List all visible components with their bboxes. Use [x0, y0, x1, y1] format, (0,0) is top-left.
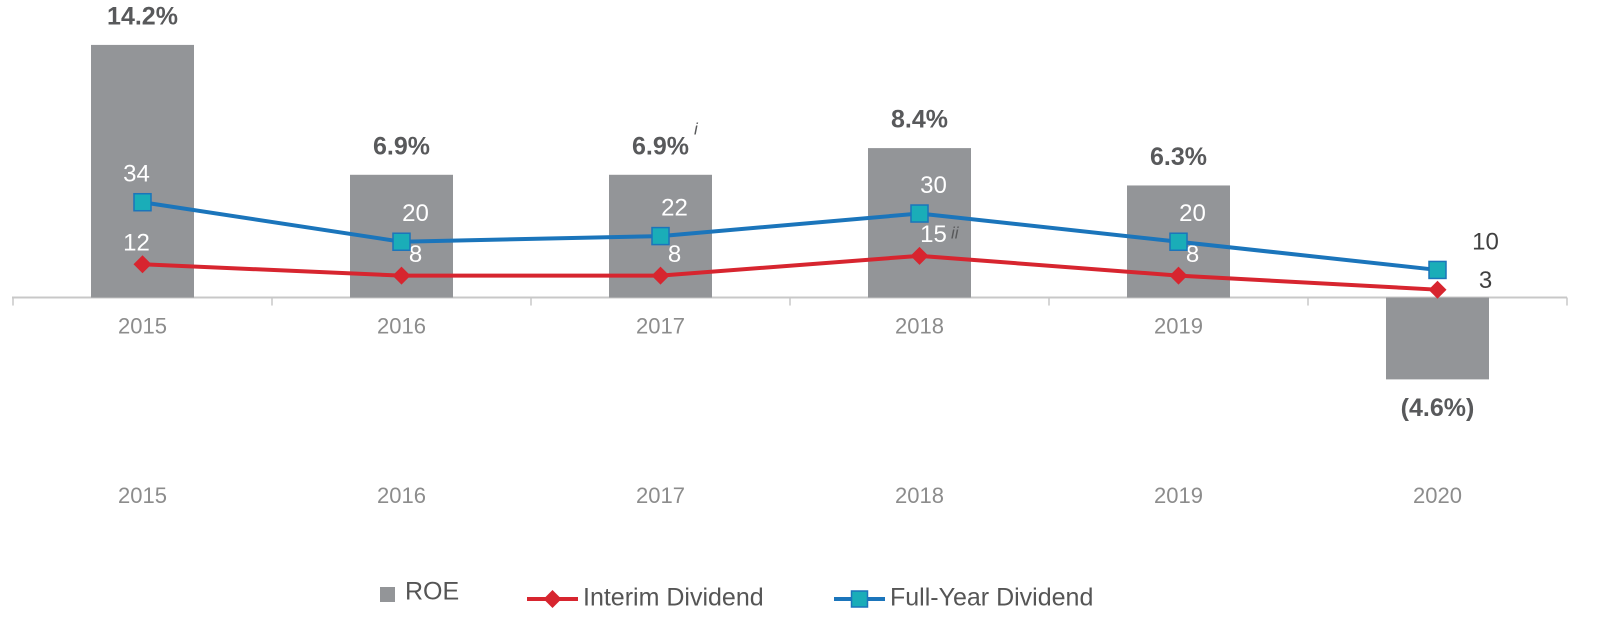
marker: [910, 204, 929, 223]
marker: [651, 266, 670, 285]
marker: [1169, 232, 1188, 251]
bar: [868, 148, 971, 298]
legend-label: Full-Year Dividend: [890, 584, 1093, 612]
line: [142, 253, 1438, 292]
line-value-label: 12: [123, 230, 150, 257]
bar-value-label: 14.2%: [107, 3, 178, 31]
x-tick-label: 2016: [377, 313, 426, 338]
line-value-label: 8: [409, 241, 422, 268]
x-tick-label: 2019: [1154, 483, 1203, 508]
x-tick-label: 2015: [118, 313, 167, 338]
x-tick-label: 2018: [895, 483, 944, 508]
marker: [1428, 260, 1447, 280]
annotation: ii: [951, 223, 960, 242]
annotation: i: [694, 119, 699, 138]
bar-value-label: 8.4%: [891, 106, 948, 134]
legend-marker: [850, 590, 869, 608]
line-value-label: 20: [1179, 200, 1206, 227]
line-value-label: 8: [668, 241, 681, 268]
marker: [910, 246, 929, 265]
bar: [1386, 297, 1489, 380]
legend-marker: [543, 590, 562, 608]
bar-value-label: 6.9%: [373, 132, 430, 160]
x-tick-label: 2017: [636, 483, 685, 508]
bar-value-label: (4.6%): [1401, 394, 1475, 422]
marker: [651, 226, 670, 246]
line-value-label: 8: [1186, 241, 1199, 268]
line-value-label: 3: [1479, 267, 1492, 294]
line-value-label: 34: [123, 161, 150, 188]
line-value-label: 15: [920, 221, 947, 248]
legend-label: ROE: [405, 578, 459, 606]
x-tick-label: 2015: [118, 483, 167, 508]
line: [142, 200, 1438, 272]
legend-label: Interim Dividend: [583, 584, 764, 612]
bar-value-label: 6.3%: [1150, 143, 1207, 171]
marker: [1169, 266, 1188, 285]
marker: [392, 266, 411, 285]
marker: [133, 255, 152, 274]
marker: [1428, 280, 1447, 299]
x-tick-label: 2017: [636, 313, 685, 338]
x-tick-label: 2016: [377, 483, 426, 508]
line-value-label: 30: [920, 172, 947, 199]
x-tick-label: 2018: [895, 313, 944, 338]
x-tick-label: 2019: [1154, 313, 1203, 338]
line-value-label: 20: [402, 200, 429, 227]
legend-swatch: [380, 587, 395, 602]
marker: [392, 232, 411, 251]
line-value-label: 22: [661, 194, 688, 221]
bar-value-label: 6.9%: [632, 132, 689, 160]
marker: [133, 192, 152, 212]
line-value-label: 10: [1472, 228, 1499, 255]
x-tick-label: 2020: [1413, 483, 1462, 508]
